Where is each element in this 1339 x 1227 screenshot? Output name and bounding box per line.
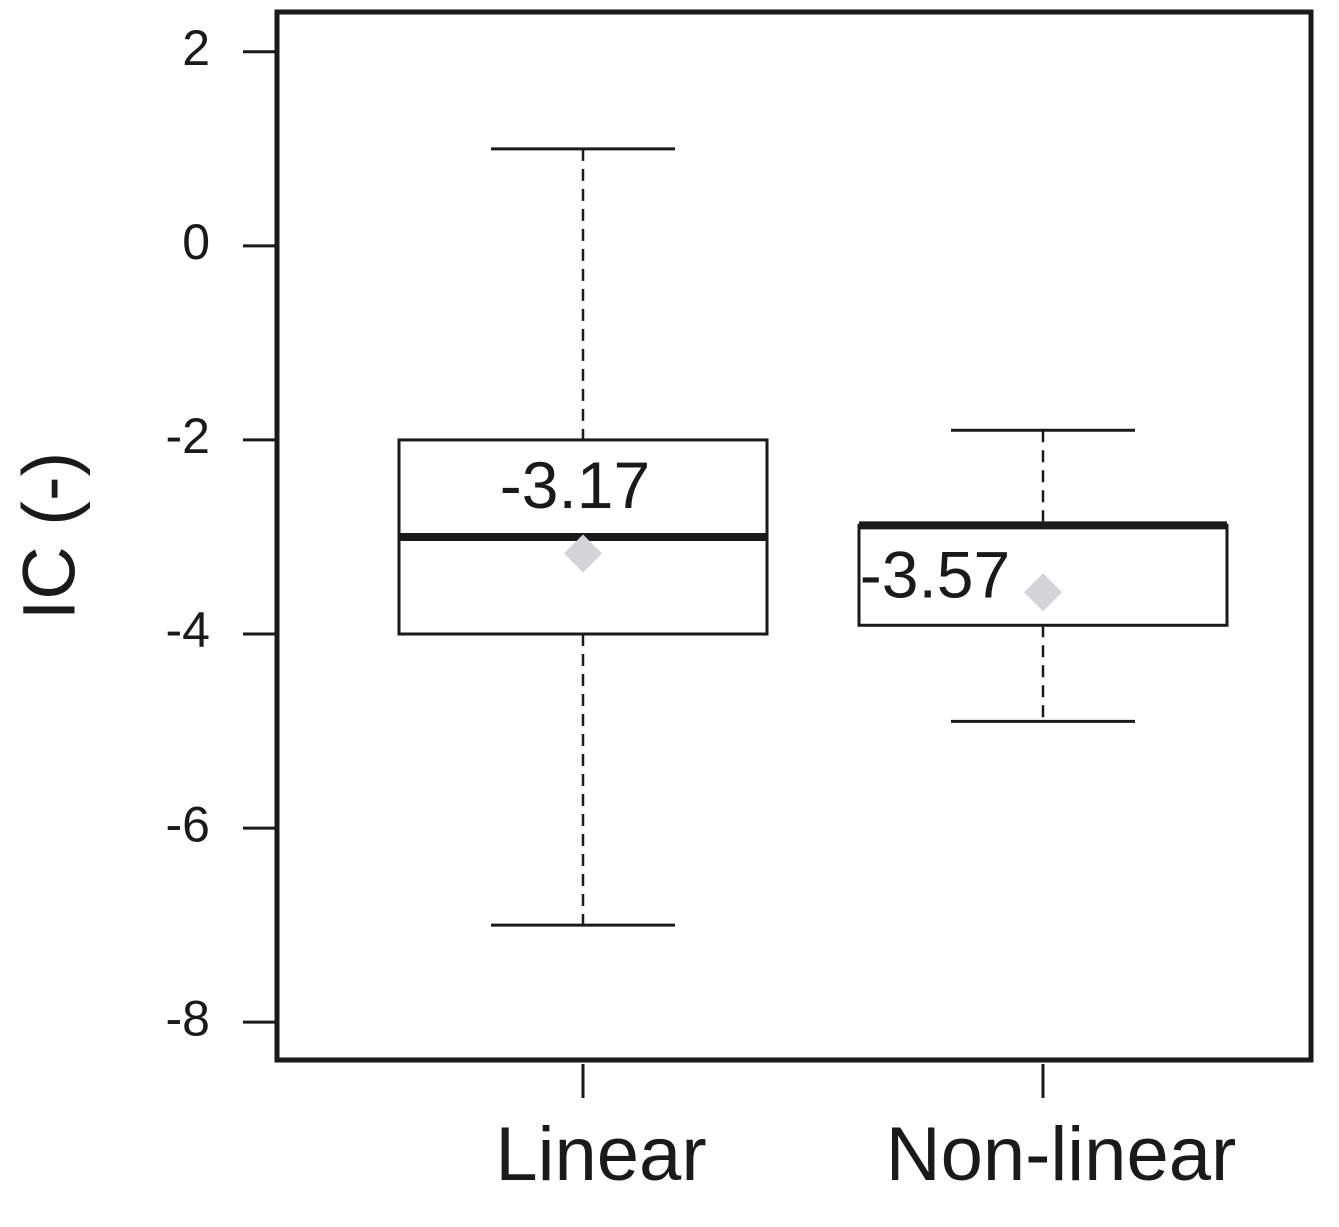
y-axis-label: IC (-) bbox=[8, 452, 91, 621]
mean-marker bbox=[1024, 573, 1062, 612]
x-tick-label: Linear bbox=[495, 1112, 706, 1197]
mean-marker bbox=[564, 534, 602, 573]
y-tick-label: 0 bbox=[182, 214, 210, 270]
mean-label: -3.57 bbox=[860, 538, 1010, 612]
y-tick-label: 2 bbox=[182, 20, 210, 76]
mean-label: -3.17 bbox=[500, 448, 650, 522]
x-tick-label: Non-linear bbox=[886, 1112, 1237, 1197]
plot-frame bbox=[274, 9, 1314, 1063]
y-tick-label: -2 bbox=[166, 408, 210, 464]
y-tick-label: -8 bbox=[166, 990, 210, 1046]
y-tick-label: -4 bbox=[166, 602, 210, 658]
y-tick-label: -6 bbox=[166, 796, 210, 852]
